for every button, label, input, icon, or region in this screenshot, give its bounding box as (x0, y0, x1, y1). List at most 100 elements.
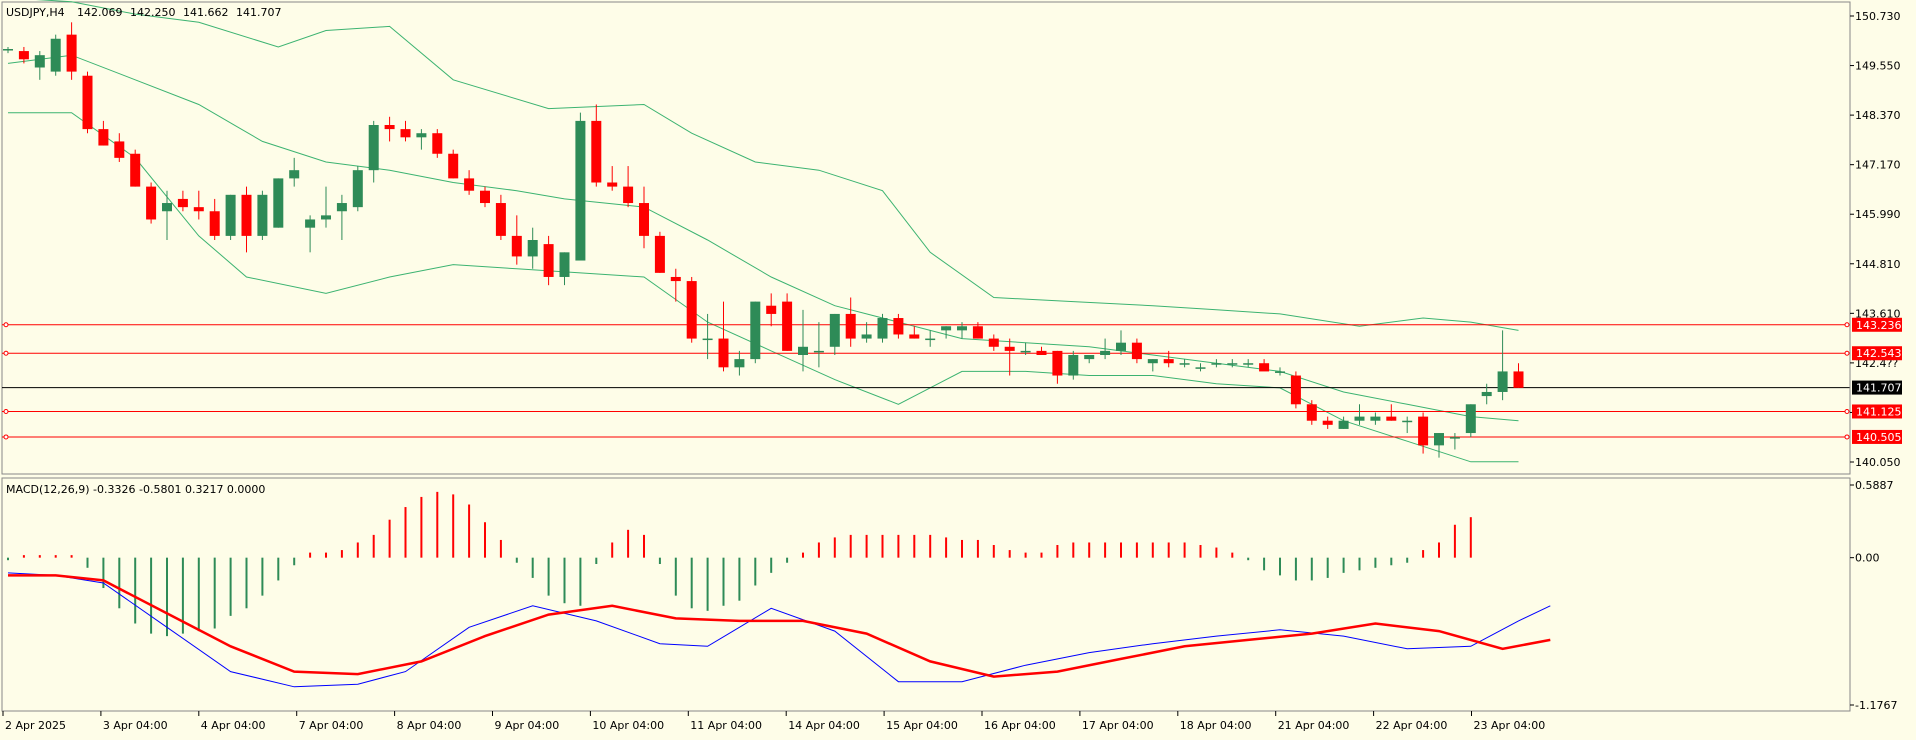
candle-body (543, 244, 554, 277)
price-tick-label: 150.730 (1855, 10, 1901, 23)
ohlc-close: 141.707 (236, 6, 282, 19)
candle-body (511, 235, 522, 257)
candle-body (639, 203, 649, 236)
candle-body (607, 182, 618, 187)
ohlc-readout: 142.069 142.250 141.662 141.707 (77, 6, 282, 19)
time-tick-label: 18 Apr 04:00 (1180, 719, 1252, 732)
candle-body (448, 153, 459, 179)
candle-body (909, 334, 920, 339)
time-tick-label: 16 Apr 04:00 (984, 719, 1056, 732)
price-tick-label: 144.810 (1855, 258, 1901, 271)
price-pane[interactable]: USDJPY,H4 142.069 142.250 141.662 141.70… (1, 0, 1851, 475)
candle-body (352, 170, 363, 208)
time-tick-label: 23 Apr 04:00 (1474, 719, 1546, 732)
candle-body (670, 276, 681, 282)
candle-body (1497, 371, 1508, 392)
time-tick-label: 22 Apr 04:00 (1376, 719, 1448, 732)
candle-body (925, 338, 936, 341)
candle-body (464, 178, 475, 191)
current-price-tag (1852, 380, 1902, 395)
candle-body (1147, 359, 1158, 364)
candle-body (289, 170, 300, 179)
candle-body (34, 55, 45, 68)
candle-body (829, 313, 840, 347)
candle-body (18, 51, 29, 60)
candle-body (1131, 342, 1142, 360)
candle-body (559, 252, 570, 277)
candle-body (877, 318, 888, 339)
candle-body (432, 133, 443, 154)
candle-body (1020, 350, 1031, 353)
candle-body (193, 207, 204, 212)
candle-body (1306, 404, 1317, 421)
level-price-tag (1852, 317, 1902, 332)
candle-body (368, 125, 379, 171)
ohlc-low: 141.662 (183, 6, 229, 19)
candle-body (1116, 342, 1126, 351)
ohlc-open: 142.069 (77, 6, 123, 19)
candle-body (1004, 346, 1015, 351)
macd-pane[interactable]: MACD(12,26,9) -0.3326 -0.5801 0.3217 0.0… (1, 477, 1851, 712)
macd-histogram (7, 491, 1472, 637)
candle-body (177, 198, 188, 208)
macd-tick-label: 0.5887 (1855, 479, 1894, 492)
level-anchor-right (1844, 322, 1850, 328)
candle-body (1211, 363, 1222, 365)
candle-body (988, 338, 999, 347)
time-tick-label: 8 Apr 04:00 (397, 719, 462, 732)
candle-body (225, 194, 236, 236)
candle-body (66, 34, 77, 72)
symbol-title: USDJPY,H4 (6, 6, 65, 19)
candle-body (1243, 363, 1254, 365)
level-price-label: 140.505 (1856, 431, 1902, 444)
candle-body (1386, 416, 1397, 421)
level-anchor-left (3, 322, 9, 328)
time-tick-label: 10 Apr 04:00 (592, 719, 664, 732)
candle-body (1338, 420, 1349, 429)
candle-body (82, 75, 93, 130)
candle-body (400, 129, 411, 138)
macd-main-line (7, 572, 1551, 688)
horizontal-levels (2, 322, 1850, 440)
candle-body (766, 305, 777, 314)
time-tick-label: 17 Apr 04:00 (1082, 719, 1154, 732)
candle-body (527, 240, 538, 257)
time-axis: 2 Apr 2025 3 Apr 04:00 4 Apr 04:00 7 Apr 04… (2, 711, 1546, 732)
candle-body (1259, 363, 1270, 372)
time-tick-label: 11 Apr 04:00 (690, 719, 762, 732)
candle-body (1418, 416, 1429, 446)
level-price-label: 141.125 (1856, 405, 1902, 418)
candle-body (893, 318, 904, 335)
price-tick-label: 143.610 (1855, 307, 1901, 320)
level-price-label: 142.543 (1856, 347, 1902, 360)
candle-body (1163, 359, 1174, 364)
candle-body (1036, 350, 1047, 355)
candle-body (1227, 363, 1238, 365)
level-price-label: 143.236 (1856, 319, 1902, 332)
candle-body (257, 194, 268, 236)
level-anchor-right (1844, 408, 1850, 414)
level-anchor-left (3, 434, 9, 440)
candle-body (813, 350, 824, 353)
level-anchor-left (3, 408, 9, 414)
candle-body (1275, 371, 1285, 373)
candle-body (1084, 355, 1095, 360)
time-tick-label: 14 Apr 04:00 (788, 719, 860, 732)
time-tick-label: 9 Apr 04:00 (495, 719, 560, 732)
candle-body (734, 359, 745, 368)
candle-body (782, 301, 793, 351)
level-price-labels: 143.236 142.543 141.125 140.505 141.707 (1852, 317, 1902, 444)
candle-body (336, 203, 347, 212)
candle-body (591, 120, 602, 183)
candle-body (416, 133, 427, 138)
macd-label: MACD(12,26,9) -0.3326 -0.5801 0.3217 0.0… (6, 483, 265, 496)
candle-body (1290, 375, 1301, 405)
ohlc-high: 142.250 (130, 6, 176, 19)
candle-body (1402, 420, 1413, 423)
candle-body (957, 326, 967, 331)
level-price-tag (1852, 429, 1902, 444)
candle-body (495, 203, 506, 236)
candle-body (1195, 367, 1206, 369)
candle-body (1370, 416, 1381, 421)
